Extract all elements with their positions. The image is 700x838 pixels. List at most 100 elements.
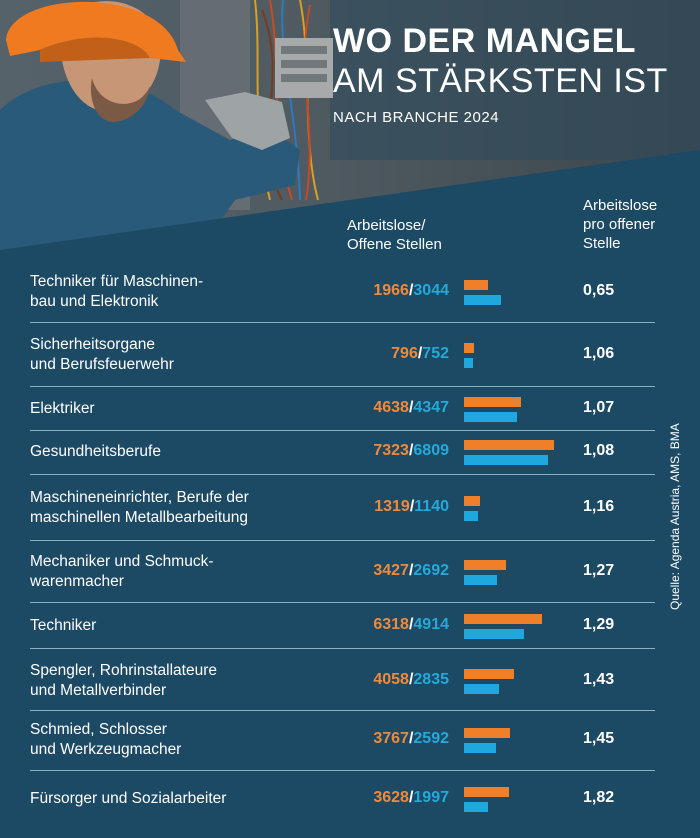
unemployed-value: 1966 <box>373 282 409 299</box>
value-pair: 3767/2592 <box>0 730 449 748</box>
open-positions-value: 2835 <box>413 671 449 688</box>
category-label-line: Sicherheitsorgane <box>30 336 155 353</box>
value-separator: / <box>408 442 414 459</box>
row-divider <box>30 648 655 649</box>
source-note: Quelle: Agenda Austria, AMS, BMA <box>668 423 682 610</box>
bar-open-positions <box>464 455 548 465</box>
value-separator: / <box>408 789 414 806</box>
category-label-line: Elektriker <box>30 400 95 417</box>
category-label-line: maschinellen Metallbearbeitung <box>30 509 248 526</box>
subtitle: NACH BRANCHE 2024 <box>333 109 500 126</box>
category-label: Gesundheitsberufe <box>30 442 161 462</box>
open-positions-value: 4914 <box>413 616 449 633</box>
value-pair: 3628/1997 <box>0 789 449 807</box>
bar-unemployed <box>464 728 511 738</box>
value-separator: / <box>409 498 415 515</box>
row-divider <box>30 474 655 475</box>
category-label: Mechaniker und Schmuck-warenmacher <box>30 552 214 592</box>
category-label-line: Fürsorger und Sozialarbeiter <box>30 790 227 807</box>
unemployed-value: 3628 <box>373 789 409 806</box>
per-header-line: Stelle <box>583 235 621 252</box>
open-positions-value: 1997 <box>413 789 449 806</box>
unemployed-value: 4058 <box>373 671 409 688</box>
bar-unemployed <box>464 787 509 797</box>
open-positions-value: 752 <box>422 345 449 362</box>
value-pair: 3427/2692 <box>0 562 449 580</box>
open-positions-value: 3044 <box>413 282 449 299</box>
bar-unemployed <box>464 343 474 353</box>
bar-open-positions <box>464 412 518 422</box>
bar-unemployed <box>464 440 554 450</box>
open-positions-value: 4347 <box>413 399 449 416</box>
ratio-column-header: Arbeitslose/ Offene Stellen <box>347 216 442 254</box>
bar-open-positions <box>464 629 525 639</box>
title-line-2: AM STÄRKSTEN IST <box>333 62 668 100</box>
ratio-value: 1,07 <box>583 399 615 416</box>
category-label: Techniker für Maschinen-bau und Elektron… <box>30 272 203 312</box>
value-pair: 796/752 <box>0 345 449 363</box>
ratio-header-line: Offene Stellen <box>347 236 442 253</box>
value-separator: / <box>408 562 414 579</box>
per-header-line: Arbeitslose <box>583 197 658 214</box>
value-pair: 4638/4347 <box>0 399 449 417</box>
category-label-line: Schmied, Schlosser <box>30 721 167 738</box>
category-label: Fürsorger und Sozialarbeiter <box>30 789 226 809</box>
bar-unemployed <box>464 280 489 290</box>
bar-unemployed <box>464 614 542 624</box>
category-label: Sicherheitsorgane und Berufsfeuerwehr <box>30 335 174 375</box>
category-label-line: und Berufsfeuerwehr <box>30 356 174 373</box>
unemployed-value: 4638 <box>373 399 409 416</box>
value-pair: 7323/6809 <box>0 442 449 460</box>
value-separator: / <box>408 730 414 747</box>
bar-unemployed <box>464 560 507 570</box>
ratio-value: 1,08 <box>583 442 615 459</box>
value-pair: 1966/3044 <box>0 282 449 300</box>
category-label-line: Maschineneinrichter, Berufe der <box>30 489 249 506</box>
category-label-line: warenmacher <box>30 573 124 590</box>
per-header-line: pro offener <box>583 216 656 233</box>
category-label: Maschineneinrichter, Berufe der maschinel… <box>30 488 249 528</box>
ratio-value: 0,65 <box>583 282 615 299</box>
category-label-line: und Metallverbinder <box>30 682 167 699</box>
unemployed-value: 796 <box>391 345 418 362</box>
ratio-value: 1,45 <box>583 730 615 747</box>
bar-open-positions <box>464 743 496 753</box>
value-pair: 1319/1140 <box>0 498 449 516</box>
value-pair: 4058/2835 <box>0 671 449 689</box>
ratio-value: 1,16 <box>583 498 615 515</box>
bar-unemployed <box>464 496 481 506</box>
bar-unemployed <box>464 397 521 407</box>
category-label-line: Mechaniker und Schmuck- <box>30 553 214 570</box>
open-positions-value: 2692 <box>413 562 449 579</box>
value-separator: / <box>408 282 414 299</box>
bar-open-positions <box>464 358 474 368</box>
category-label: Elektriker <box>30 399 95 419</box>
open-positions-value: 1140 <box>414 498 449 515</box>
ratio-value: 1,82 <box>583 789 615 806</box>
category-label-line: Techniker für Maschinen- <box>30 273 204 290</box>
title-line-1: WO DER MANGEL <box>333 22 637 60</box>
row-divider <box>30 710 655 711</box>
electrician-photo <box>0 0 700 250</box>
category-label: Schmied, Schlosser und Werkzeugmacher <box>30 720 181 760</box>
row-divider <box>30 386 655 387</box>
category-label-line: Gesundheitsberufe <box>30 443 161 460</box>
ratio-value: 1,27 <box>583 562 615 579</box>
bar-open-positions <box>464 295 502 305</box>
row-divider <box>30 322 655 323</box>
bar-open-positions <box>464 802 489 812</box>
unemployed-value: 3767 <box>373 730 409 747</box>
unemployed-value: 1319 <box>374 498 410 515</box>
open-positions-value: 6809 <box>413 442 449 459</box>
category-label-line: bau und Elektronik <box>30 293 159 310</box>
unemployed-value: 7323 <box>373 442 409 459</box>
value-separator: / <box>408 616 414 633</box>
category-label-line: Techniker <box>30 617 97 634</box>
bar-open-positions <box>464 684 499 694</box>
bar-open-positions <box>464 511 478 521</box>
value-pair: 6318/4914 <box>0 616 449 634</box>
ratio-header-line: Arbeitslose/ <box>347 217 426 234</box>
category-label: Techniker <box>30 616 96 636</box>
row-divider <box>30 770 655 771</box>
